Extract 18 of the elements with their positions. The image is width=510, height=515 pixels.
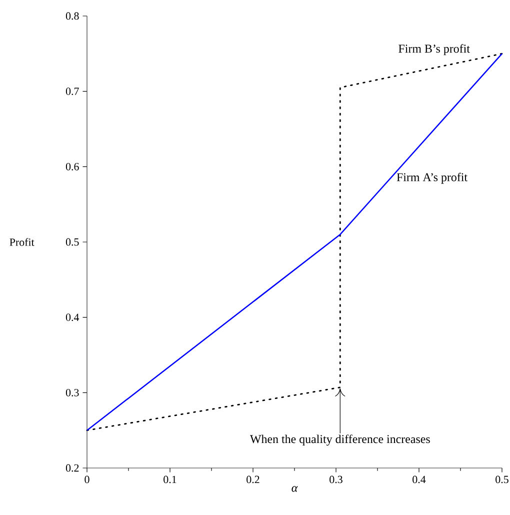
- series-label: Firm A’s profit: [396, 172, 468, 184]
- y-tick-label: 0.3: [66, 388, 79, 396]
- series-label: Firm B’s profit: [398, 44, 470, 56]
- annotation: When the quality difference increases: [250, 434, 430, 446]
- x-axis-title: α: [292, 486, 298, 492]
- x-tick-label: 0.4: [412, 476, 426, 484]
- y-tick-label: 0.5: [66, 238, 79, 246]
- y-tick-label: 0.7: [66, 88, 79, 96]
- x-tick-label: 0.2: [246, 476, 260, 484]
- y-tick-label: 0.8: [66, 12, 79, 20]
- y-axis-title: Profit: [10, 238, 34, 246]
- y-tick-label: 0.4: [66, 314, 80, 322]
- x-tick-label: 0.3: [330, 476, 342, 484]
- x-tick-label: 0.5: [496, 476, 508, 484]
- x-tick-label: 0.1: [164, 476, 176, 484]
- y-tick-label: 0.2: [66, 464, 79, 472]
- y-tick-label: 0.6: [66, 162, 79, 170]
- x-tick-label: 0: [84, 476, 90, 484]
